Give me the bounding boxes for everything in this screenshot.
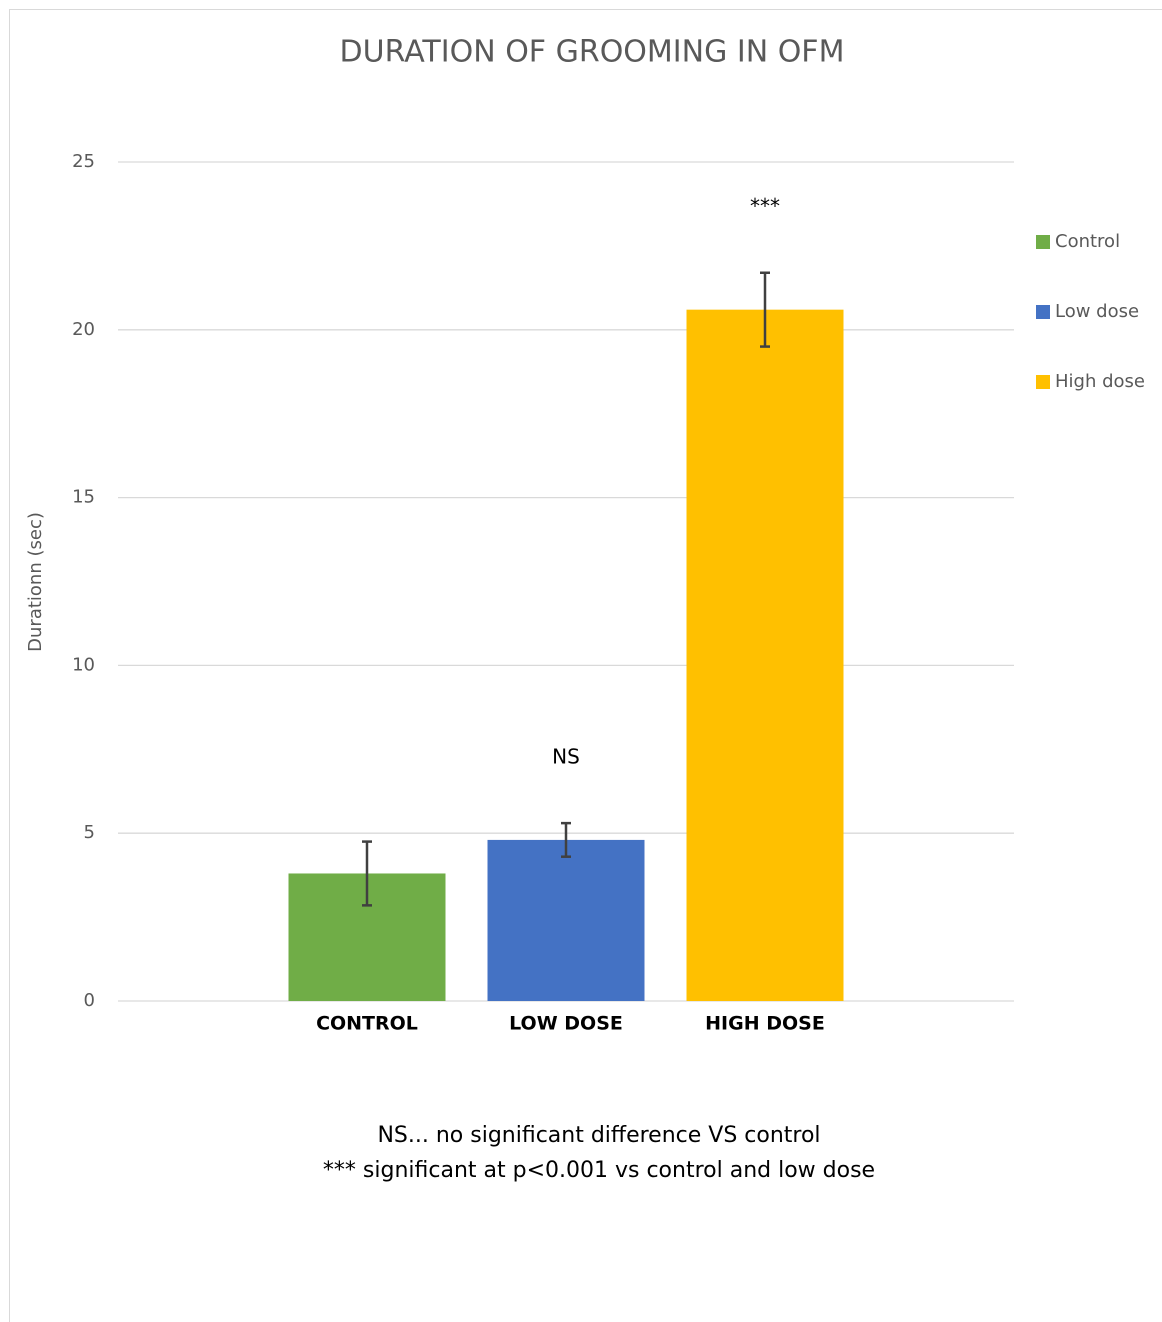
x-tick-label: CONTROL [316, 1013, 418, 1035]
bar [487, 839, 645, 1001]
x-tick-label: HIGH DOSE [705, 1013, 825, 1035]
y-tick-label: 0 [84, 990, 95, 1011]
y-tick-label: 5 [84, 822, 95, 843]
annotation: *** [750, 194, 780, 218]
y-tick-label: 10 [72, 654, 95, 675]
legend-swatch [1036, 235, 1050, 249]
y-axis-label: Durationn (sec) [25, 512, 46, 652]
bar [686, 309, 844, 1001]
legend-swatch [1036, 375, 1050, 389]
error-bar [760, 271, 770, 348]
annotation: NS [552, 745, 580, 769]
legend-swatch [1036, 305, 1050, 319]
legend-label: Low dose [1055, 301, 1139, 322]
x-tick-label: LOW DOSE [509, 1013, 623, 1035]
error-bar [561, 821, 571, 858]
error-bar [362, 840, 372, 907]
chart-title: DURATION OF GROOMING IN OFM [340, 35, 845, 70]
footnote: *** significant at p<0.001 vs control an… [323, 1158, 875, 1183]
footnote: NS... no significant difference VS contr… [377, 1123, 820, 1148]
legend-label: High dose [1055, 371, 1145, 392]
y-tick-label: 20 [72, 319, 95, 340]
y-tick-label: 25 [72, 151, 95, 172]
legend-label: Control [1055, 231, 1120, 252]
y-tick-label: 15 [72, 487, 95, 508]
